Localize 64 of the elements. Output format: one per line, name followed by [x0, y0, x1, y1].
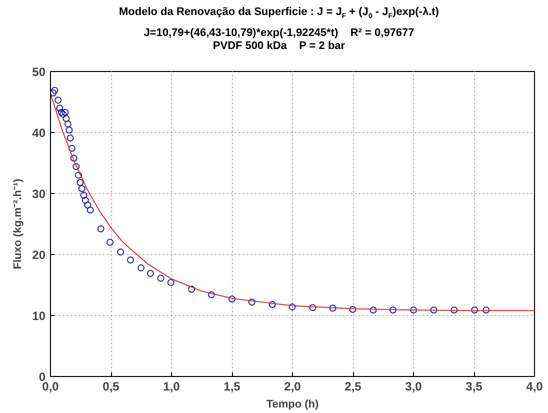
- point: [309, 304, 316, 312]
- point: [78, 185, 86, 192]
- x-tick-label: 4,0: [526, 380, 544, 394]
- point: [106, 238, 114, 246]
- point: [86, 206, 94, 214]
- point: [117, 248, 124, 256]
- y-tick-label: 50: [32, 65, 46, 79]
- point: [82, 196, 89, 204]
- x-tick-label: 0,0: [42, 380, 60, 394]
- point: [410, 306, 417, 314]
- y-tick-label: 10: [32, 309, 46, 323]
- y-tick-label: 30: [32, 187, 46, 201]
- x-tick-label: 1,5: [224, 380, 241, 394]
- x-tick-label: 2,0: [284, 380, 302, 394]
- point: [138, 264, 145, 272]
- point: [157, 274, 164, 282]
- point: [58, 108, 65, 116]
- line-series: [50, 92, 534, 312]
- x-tick-label: 3,5: [466, 380, 483, 394]
- chart-title: Modelo da Renovação da Superficie : J = J$_{F}$ + (J$_{0}$ - J$_{F}$)exp(-λ.t): [119, 6, 439, 22]
- point: [66, 126, 73, 134]
- x-tick-label: 0,5: [102, 380, 120, 394]
- point: [97, 225, 104, 232]
- point: [248, 298, 256, 306]
- point: [188, 286, 196, 293]
- point: [80, 192, 88, 199]
- point: [72, 163, 80, 170]
- point: [68, 144, 76, 152]
- point: [62, 108, 69, 116]
- point: [66, 134, 74, 142]
- y-axis-title: Fluxo (kg.m⁻².h⁻¹): [12, 178, 24, 270]
- point: [70, 154, 78, 162]
- point: [74, 172, 82, 179]
- point: [329, 304, 336, 312]
- point: [288, 303, 296, 310]
- point: [126, 256, 134, 264]
- point: [60, 110, 67, 118]
- point: [482, 306, 490, 314]
- point: [389, 306, 396, 314]
- x-axis-title: Tempo (h): [266, 398, 320, 410]
- point: [51, 86, 58, 94]
- point: [268, 301, 276, 308]
- x-tick-label: 3,0: [405, 380, 422, 394]
- point: [167, 279, 174, 286]
- point: [228, 296, 236, 303]
- point: [76, 179, 84, 186]
- point: [146, 270, 154, 277]
- point: [471, 306, 478, 314]
- y-tick-label: 40: [32, 126, 46, 140]
- point: [450, 306, 458, 314]
- y-tick-label: 20: [32, 248, 46, 262]
- point: [84, 202, 92, 209]
- point: [349, 306, 356, 313]
- point: [56, 104, 64, 112]
- point: [430, 306, 438, 314]
- point: [62, 114, 70, 122]
- x-tick-label: 2,5: [344, 380, 362, 394]
- chart-subtitle: J=10,79+(46,43-10,79)*exp(-1,92245*t) R² = 0,97677 PVDF 500 kDa P = 2 bar: [142, 27, 416, 54]
- x-tick-label: 1,0: [163, 380, 180, 394]
- point: [370, 306, 377, 314]
- point: [50, 89, 57, 96]
- point: [54, 96, 62, 104]
- point: [64, 120, 72, 128]
- point: [208, 291, 215, 298]
